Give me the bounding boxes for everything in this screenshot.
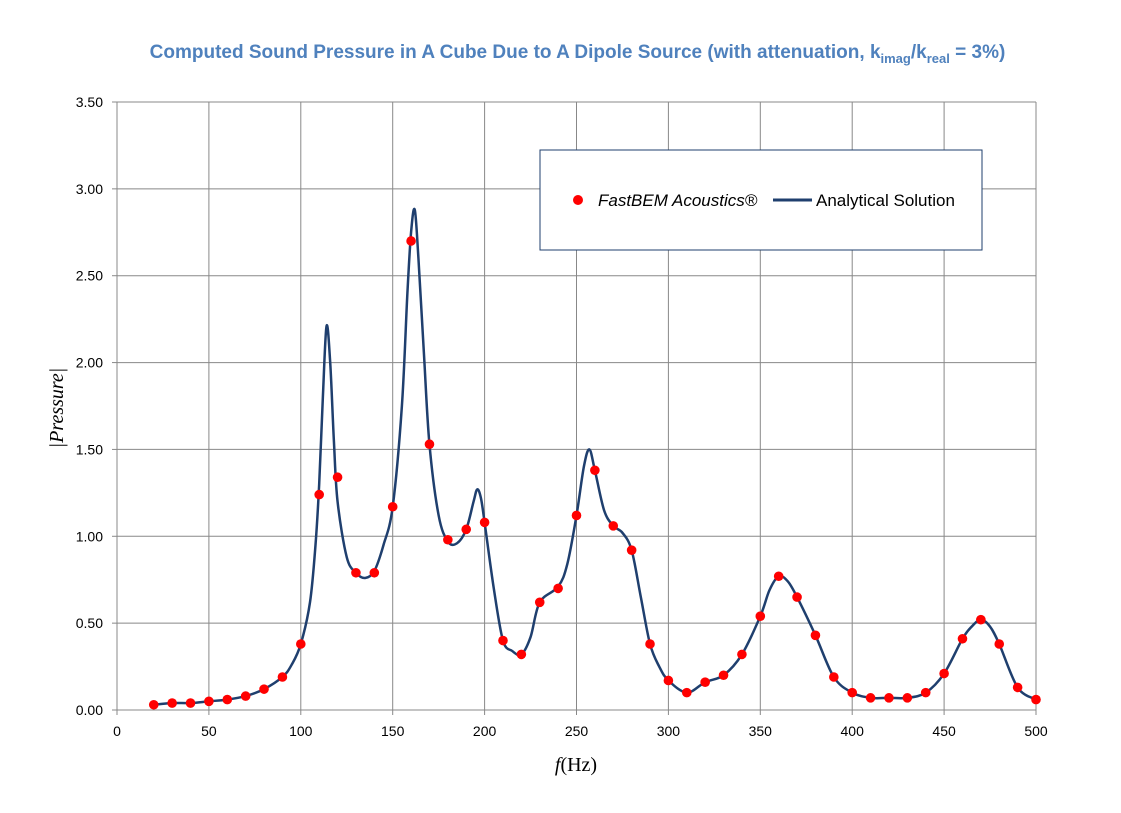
- x-tick-label: 400: [841, 723, 865, 739]
- fastbem-series: [148, 236, 1041, 710]
- fastbem-point: [424, 439, 435, 450]
- fastbem-point: [332, 472, 343, 483]
- x-tick-label: 150: [381, 723, 405, 739]
- x-axis-title-unit: (Hz): [560, 754, 597, 776]
- fastbem-point: [939, 668, 949, 679]
- fastbem-point: [773, 571, 784, 582]
- y-tick-label: 2.50: [76, 268, 103, 284]
- chart-title-mid: /k: [910, 42, 927, 63]
- y-axis-title: |Pressure|: [46, 368, 68, 449]
- legend-box: [539, 149, 983, 251]
- fastbem-point: [1012, 682, 1023, 693]
- fastbem-point: [884, 693, 894, 703]
- x-tick-label: 0: [113, 723, 121, 739]
- x-tick-label: 200: [473, 723, 497, 739]
- fastbem-point: [608, 521, 619, 531]
- y-tick-label: 1.50: [76, 441, 103, 457]
- x-axis-title: f(Hz): [555, 754, 597, 776]
- chart-title: Computed Sound Pressure in A Cube Due to…: [0, 42, 1121, 66]
- fastbem-point: [148, 699, 159, 710]
- fastbem-point: [792, 592, 802, 602]
- fastbem-point: [443, 534, 453, 545]
- fastbem-point: [663, 675, 674, 686]
- chart-title-prefix: Computed Sound Pressure in A Cube Due to…: [149, 42, 881, 63]
- fastbem-point: [976, 614, 986, 625]
- fastbem-point: [700, 677, 710, 688]
- y-tick-label: 0.00: [76, 702, 103, 718]
- x-tick-label: 250: [565, 723, 589, 739]
- fastbem-point: [516, 649, 527, 660]
- legend-label-fastbem: FastBEM Acoustics®: [598, 191, 758, 210]
- fastbem-point: [737, 649, 747, 660]
- y-tick-label: 1.00: [76, 528, 103, 544]
- fastbem-point: [369, 567, 380, 578]
- fastbem-point: [847, 687, 857, 698]
- fastbem-point: [902, 693, 913, 703]
- fastbem-point: [461, 524, 472, 535]
- y-tick-label: 0.50: [76, 615, 103, 631]
- x-tick-label: 50: [201, 723, 217, 739]
- fastbem-point: [222, 694, 233, 705]
- fastbem-point: [277, 672, 288, 682]
- fastbem-point: [259, 684, 269, 694]
- fastbem-point: [406, 236, 416, 246]
- fastbem-point: [865, 693, 876, 703]
- fastbem-point: [534, 597, 545, 608]
- analytical-series: [153, 207, 1037, 707]
- x-tick-label: 500: [1024, 723, 1048, 739]
- chart-title-sub-real: real: [926, 50, 950, 66]
- y-tick-label: 3.00: [76, 181, 103, 197]
- y-tick-label: 2.00: [76, 355, 103, 371]
- x-tick-label: 350: [749, 723, 773, 739]
- chart-title-suffix: = 3%): [949, 42, 1006, 63]
- chart-title-sub-imag: imag: [880, 50, 911, 66]
- legend-marker-icon: [573, 195, 583, 205]
- fastbem-point: [553, 583, 563, 594]
- fastbem-point: [829, 672, 839, 682]
- fastbem-point: [351, 567, 361, 578]
- analytical-line: [153, 207, 1037, 707]
- fastbem-point: [920, 687, 931, 698]
- x-tick-label: 450: [932, 723, 956, 739]
- fastbem-point: [314, 489, 324, 500]
- legend-label-analytical: Analytical Solution: [816, 191, 955, 210]
- fastbem-point: [681, 687, 692, 698]
- axes: 0 50 100 150 200 250 300 350 400 450 500 0.00 0.50 1.…: [76, 94, 1048, 739]
- fastbem-point: [810, 630, 821, 641]
- fastbem-point: [185, 698, 196, 708]
- fastbem-point: [571, 510, 582, 521]
- x-tick-label: 300: [657, 723, 681, 739]
- fastbem-point: [755, 611, 766, 621]
- y-tick-label: 3.50: [76, 94, 103, 110]
- fastbem-point: [590, 465, 600, 476]
- fastbem-point: [626, 545, 637, 555]
- x-axis-title-italic: f: [555, 754, 563, 776]
- x-tick-label: 100: [289, 723, 313, 739]
- fastbem-point: [296, 639, 306, 649]
- fastbem-point: [1031, 694, 1041, 705]
- fastbem-point: [994, 639, 1005, 649]
- fastbem-point: [387, 501, 398, 512]
- legend: FastBEM Acoustics® Analytical Solution: [539, 149, 983, 251]
- fastbem-point: [645, 639, 655, 649]
- fastbem-point: [204, 696, 214, 707]
- fastbem-point: [498, 635, 508, 646]
- fastbem-point: [957, 633, 968, 644]
- fastbem-point: [167, 698, 177, 708]
- fastbem-point: [240, 691, 251, 701]
- fastbem-point: [479, 517, 490, 528]
- fastbem-point: [718, 670, 729, 681]
